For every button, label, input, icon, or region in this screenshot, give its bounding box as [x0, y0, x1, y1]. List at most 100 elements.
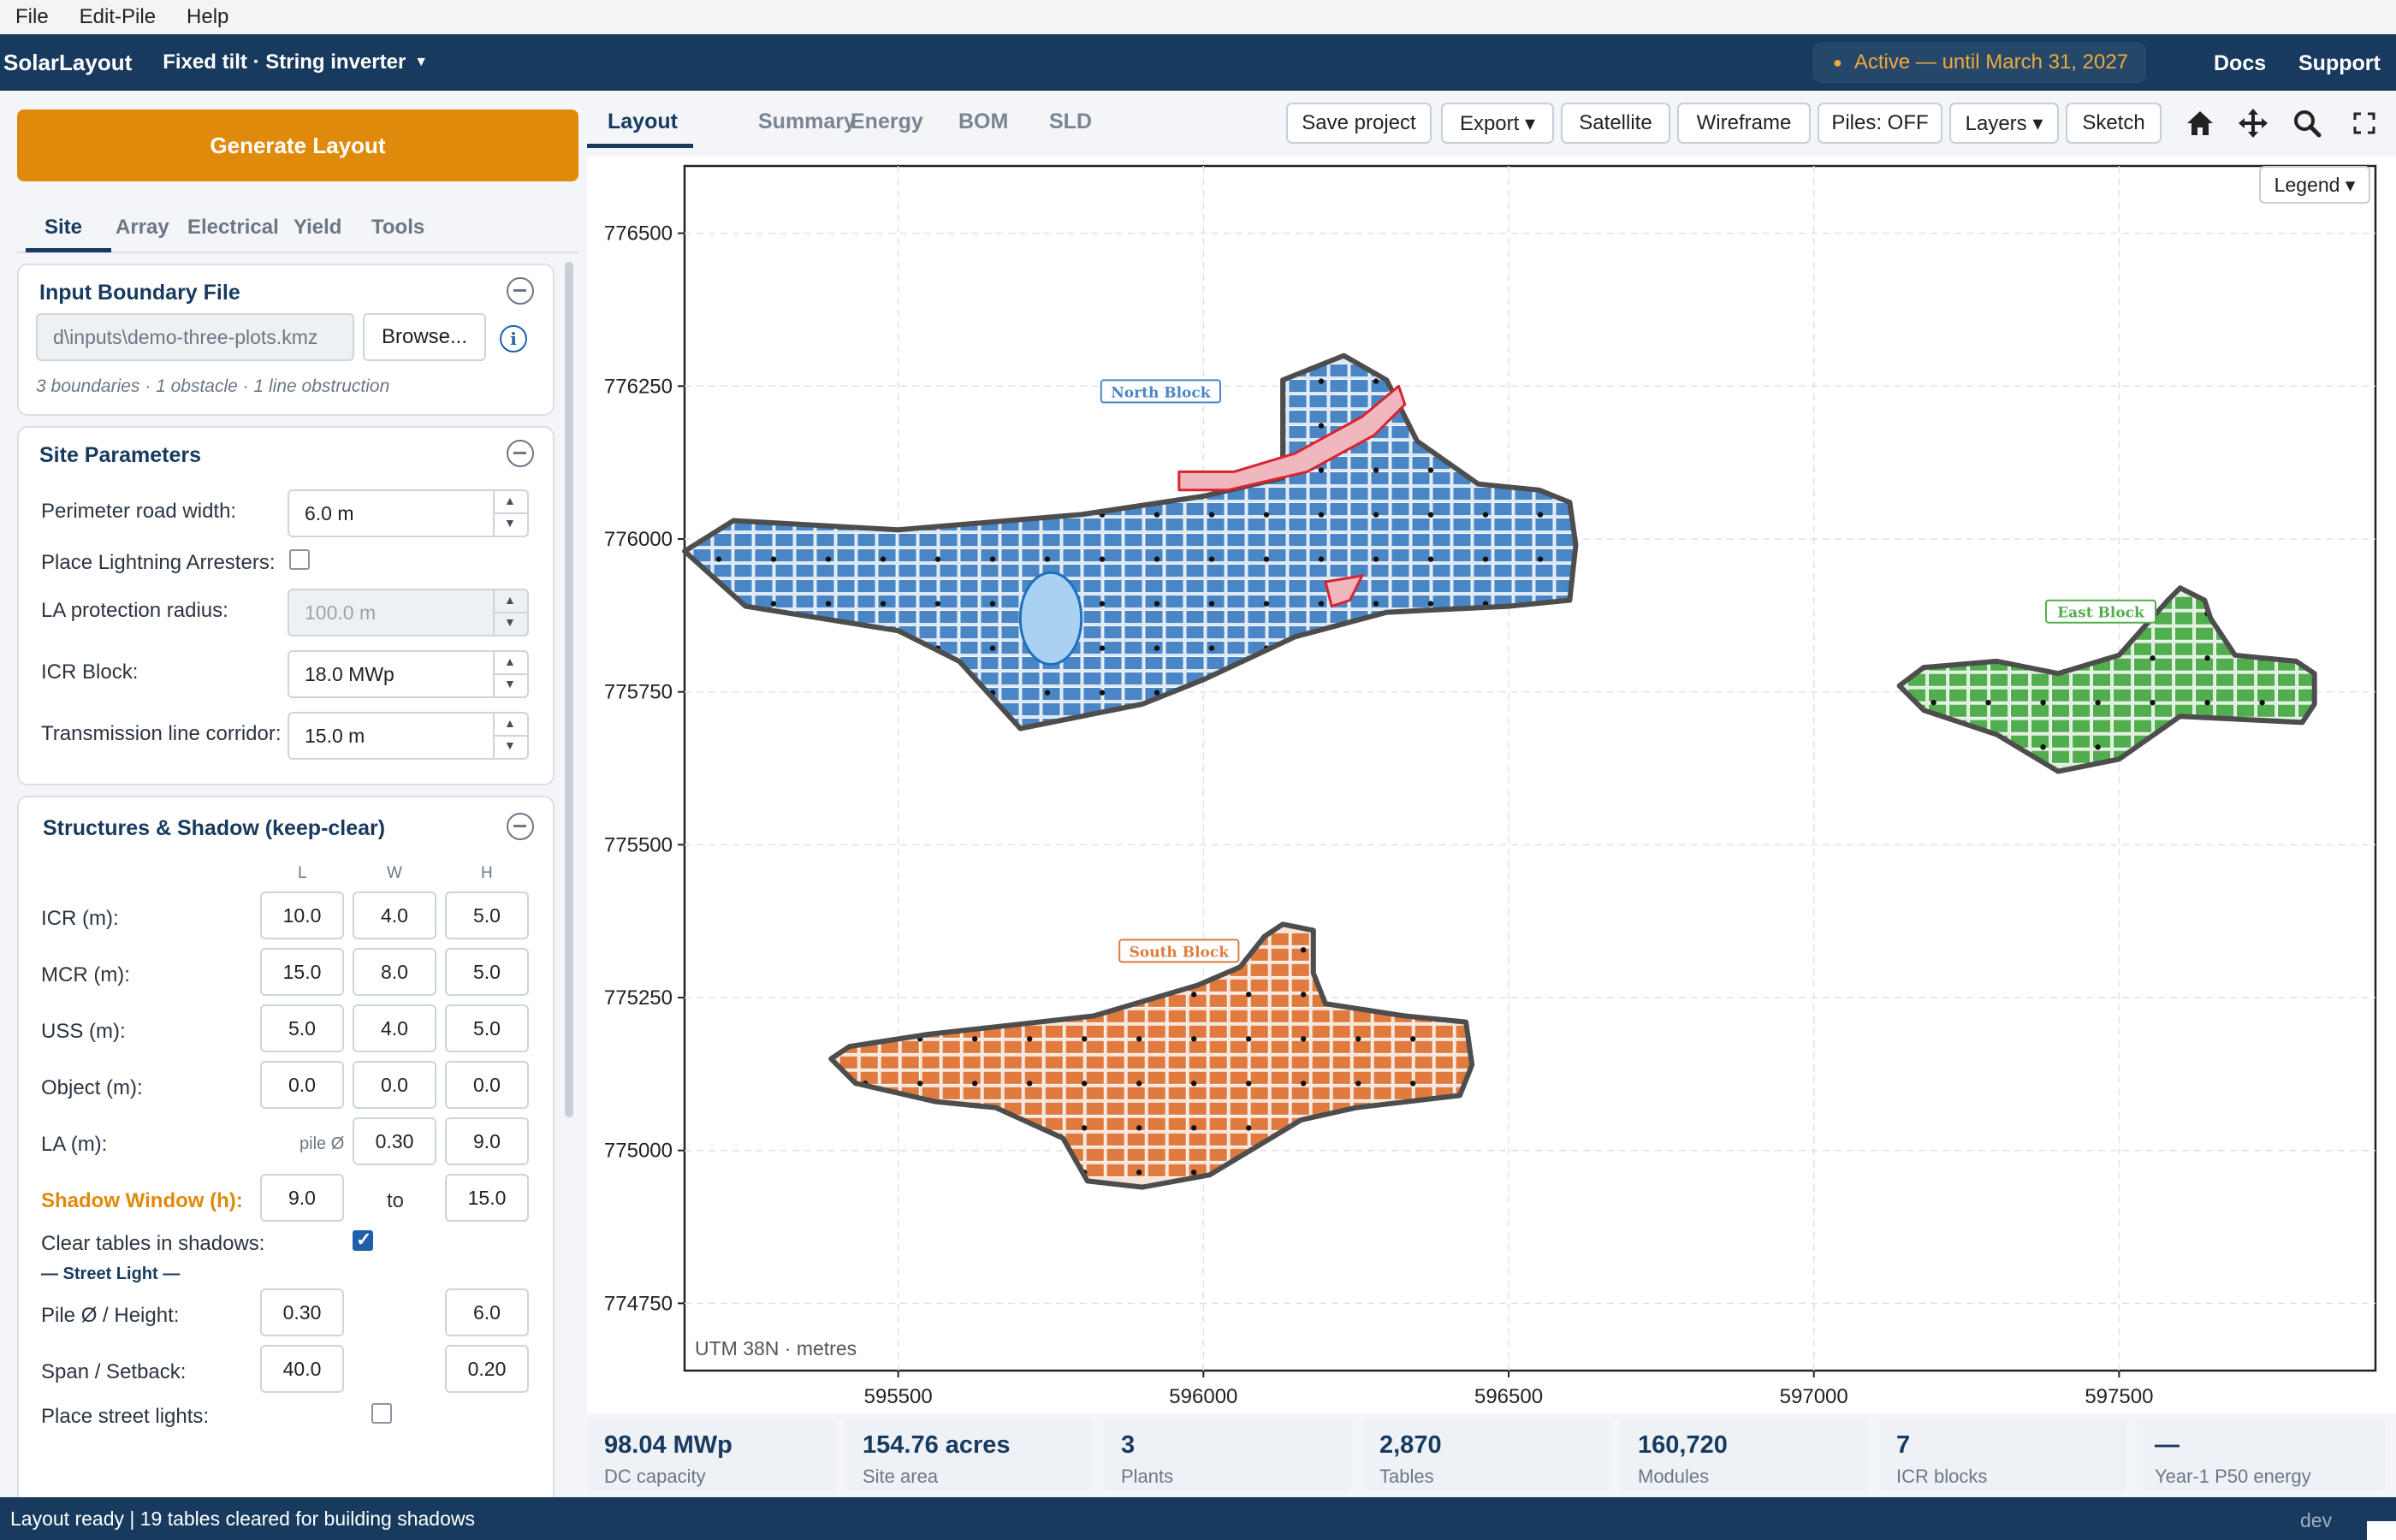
uss-width-input[interactable]: 4.0: [353, 1004, 436, 1052]
support-link[interactable]: Support: [2298, 51, 2381, 75]
street-height-input[interactable]: 6.0: [445, 1288, 529, 1336]
tab-layout[interactable]: Layout: [608, 110, 678, 133]
satellite-button[interactable]: Satellite: [1561, 103, 1670, 144]
uss-height-input[interactable]: 5.0: [445, 1004, 529, 1052]
sidebar-scrollbar[interactable]: [565, 262, 573, 1117]
wireframe-button[interactable]: Wireframe: [1677, 103, 1811, 144]
collapse-icon[interactable]: [507, 277, 534, 305]
module-table: [1370, 471, 1390, 486]
road-width-stepper[interactable]: 6.0 m: [288, 489, 529, 537]
module-table: [1329, 502, 1349, 517]
lightning-arresters-checkbox[interactable]: [289, 549, 310, 570]
module-table: [1167, 1116, 1187, 1131]
icr-height-input[interactable]: 5.0: [445, 891, 529, 939]
module-table: [1147, 1101, 1166, 1116]
inverter-point: [1318, 423, 1325, 429]
collapse-icon[interactable]: [507, 440, 534, 467]
tab-site[interactable]: Site: [44, 216, 83, 239]
collapse-icon[interactable]: [507, 813, 534, 840]
tab-energy[interactable]: Energy: [851, 110, 923, 133]
icr-width-input[interactable]: 4.0: [353, 891, 436, 939]
module-table: [1249, 1101, 1269, 1116]
fullscreen-icon[interactable]: [2347, 106, 2381, 140]
module-table: [1106, 1101, 1125, 1116]
place-street-lights-checkbox[interactable]: [371, 1403, 392, 1424]
tab-yield[interactable]: Yield: [294, 216, 342, 239]
spin-arrows-icon[interactable]: [493, 652, 527, 696]
browse-button[interactable]: Browse...: [363, 313, 486, 361]
module-table: [1208, 1024, 1228, 1039]
transmission-corridor-stepper[interactable]: 15.0 m: [288, 712, 529, 760]
uss-length-input[interactable]: 5.0: [260, 1004, 344, 1052]
module-table: [1370, 564, 1390, 578]
save-project-button[interactable]: Save project: [1286, 103, 1432, 144]
chevron-down-icon[interactable]: ▼: [414, 55, 429, 69]
boundary-file-field[interactable]: d\inputs\demo-three-plots.kmz: [36, 313, 354, 361]
search-icon[interactable]: [2290, 106, 2324, 140]
la-radius-stepper[interactable]: 100.0 m: [288, 589, 529, 637]
object-length-input[interactable]: 0.0: [260, 1061, 344, 1109]
module-table: [815, 533, 835, 548]
street-span-input[interactable]: 40.0: [260, 1345, 344, 1393]
export-menu-button[interactable]: Export ▾: [1441, 103, 1554, 144]
menu-help[interactable]: Help: [187, 5, 229, 28]
la-pile-input[interactable]: 0.30: [353, 1117, 436, 1165]
shadow-from-input[interactable]: 9.0: [260, 1174, 344, 1222]
spin-arrows-icon[interactable]: [493, 714, 527, 758]
mode-selector[interactable]: Fixed tilt · String inverter: [163, 50, 406, 74]
module-table: [1249, 1086, 1269, 1100]
inverter-point: [1191, 1036, 1197, 1042]
shadow-to-input[interactable]: 15.0: [445, 1174, 529, 1222]
mcr-width-input[interactable]: 8.0: [353, 948, 436, 996]
spin-arrows-icon[interactable]: [493, 491, 527, 536]
module-table: [2215, 672, 2234, 687]
icr-length-input[interactable]: 10.0: [260, 891, 344, 939]
kpi-tables: 2,870 Tables: [1362, 1419, 1610, 1491]
home-icon[interactable]: [2183, 106, 2217, 140]
la-height-input[interactable]: 9.0: [445, 1117, 529, 1165]
info-icon[interactable]: i: [500, 325, 527, 352]
tab-bom[interactable]: BOM: [958, 110, 1009, 133]
module-table: [980, 641, 999, 654]
object-height-input[interactable]: 0.0: [445, 1061, 529, 1109]
street-pile-input[interactable]: 0.30: [260, 1288, 344, 1336]
tab-tools[interactable]: Tools: [371, 216, 425, 239]
layers-menu-button[interactable]: Layers ▾: [1949, 103, 2059, 144]
module-table: [1000, 625, 1020, 639]
menu-edit-pile[interactable]: Edit-Pile: [79, 5, 157, 28]
module-table: [1000, 579, 1020, 594]
tab-array[interactable]: Array: [116, 216, 169, 239]
module-table: [1329, 410, 1349, 424]
module-table: [1126, 1055, 1146, 1069]
module-table: [1126, 1040, 1146, 1054]
clear-tables-checkbox[interactable]: [353, 1229, 373, 1251]
module-table: [1106, 1070, 1125, 1085]
piles-toggle-button[interactable]: Piles: OFF: [1818, 103, 1942, 144]
module-table: [795, 564, 815, 578]
menu-file[interactable]: File: [15, 5, 49, 28]
module-table: [1473, 548, 1492, 563]
tab-sld[interactable]: SLD: [1049, 110, 1092, 133]
module-table: [941, 1040, 961, 1054]
legend-button[interactable]: Legend ▾: [2259, 166, 2370, 204]
module-table: [1206, 610, 1225, 624]
object-width-input[interactable]: 0.0: [353, 1061, 436, 1109]
inverter-point: [989, 645, 996, 651]
module-table: [1103, 625, 1123, 639]
sketch-button[interactable]: Sketch: [2066, 103, 2162, 144]
generate-layout-button[interactable]: Generate Layout: [17, 110, 578, 181]
layout-map[interactable]: 595500 596000 596500 597000 597500 774750 7750…: [587, 156, 2396, 1413]
icr-block-stepper[interactable]: 18.0 MWp: [288, 650, 529, 698]
module-table: [1147, 1086, 1166, 1100]
mcr-length-input[interactable]: 15.0: [260, 948, 344, 996]
module-table: [1370, 456, 1390, 471]
street-setback-input[interactable]: 0.20: [445, 1345, 529, 1393]
move-icon[interactable]: [2236, 106, 2270, 140]
docs-link[interactable]: Docs: [2214, 51, 2267, 75]
tab-summary[interactable]: Summary: [758, 110, 856, 133]
mcr-height-input[interactable]: 5.0: [445, 948, 529, 996]
spin-arrows-icon[interactable]: [493, 590, 527, 635]
module-table: [1185, 533, 1205, 548]
tab-electrical[interactable]: Electrical: [187, 216, 279, 239]
module-table: [1288, 394, 1308, 409]
